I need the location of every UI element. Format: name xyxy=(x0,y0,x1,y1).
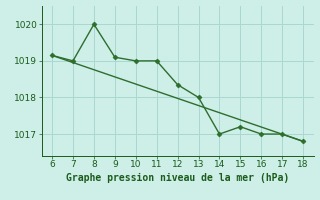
X-axis label: Graphe pression niveau de la mer (hPa): Graphe pression niveau de la mer (hPa) xyxy=(66,173,289,183)
